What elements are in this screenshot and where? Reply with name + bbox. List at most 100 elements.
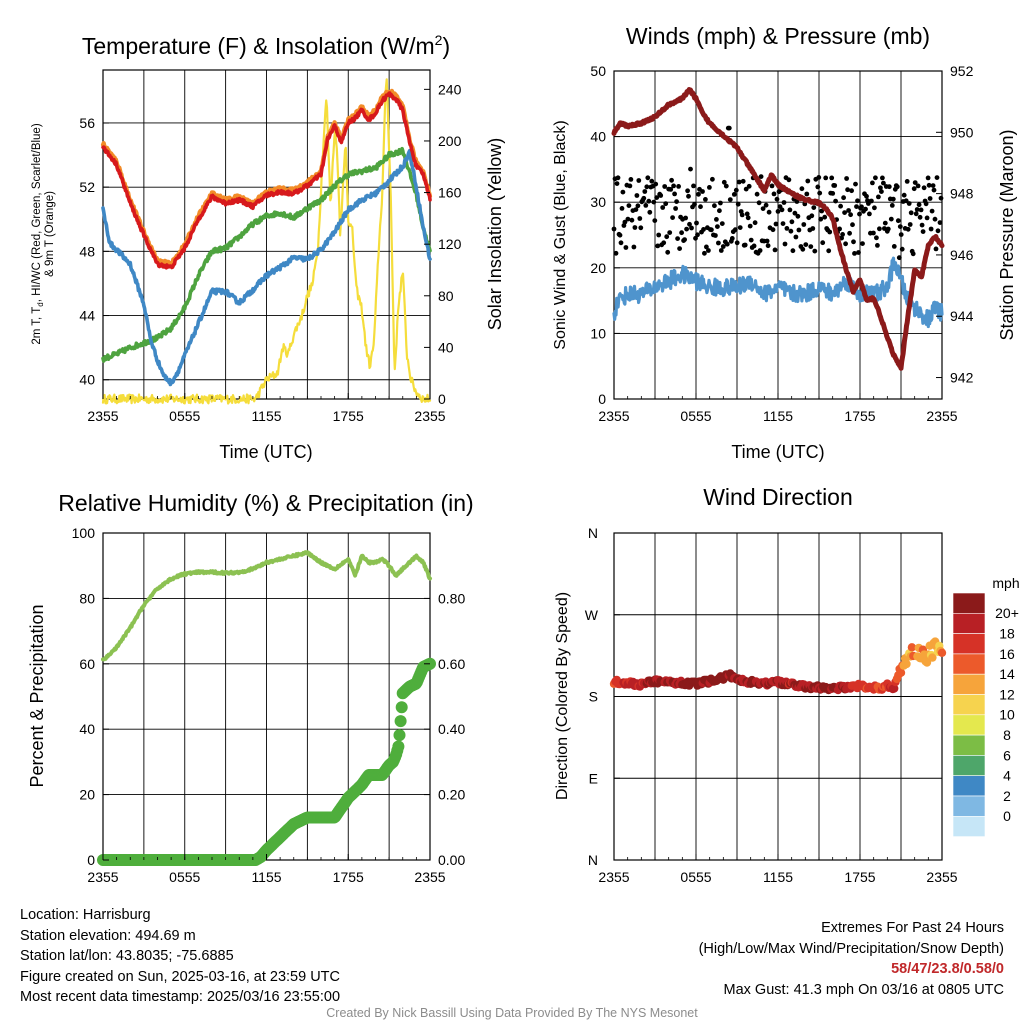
gust-point (876, 194, 881, 200)
gust-point (790, 248, 796, 254)
gust-point (769, 183, 775, 189)
x-tick-label: 2355 (87, 408, 118, 424)
gust-point (716, 240, 721, 246)
temperature-ylabel-right: Solar Insolation (Yellow) (485, 138, 505, 330)
gust-point (647, 209, 653, 215)
gust-point (841, 195, 846, 201)
gust-point (823, 175, 829, 181)
gust-point (661, 240, 667, 246)
gust-point (805, 178, 811, 184)
colorbar-label: 12 (999, 686, 1015, 702)
gust-point (617, 232, 623, 238)
gust-point (683, 215, 688, 221)
y-tick-label: 44 (79, 308, 95, 324)
gust-point (643, 203, 649, 208)
gust-point (890, 196, 896, 202)
winds-ylabel-left: Sonic Wind & Gust (Blue, Black) (552, 120, 569, 349)
gust-point (799, 186, 805, 192)
y-tick-label: 48 (79, 243, 95, 259)
gust-point (636, 178, 642, 183)
gust-point (673, 206, 678, 211)
winds-title: Winds (mph) & Pressure (mb) (626, 23, 930, 49)
gust-point (707, 185, 712, 190)
extremes-title: Extremes For Past 24 Hours (821, 920, 1004, 936)
series-line (101, 550, 432, 662)
colorbar-label: 10 (999, 707, 1015, 723)
gust-point (733, 187, 739, 193)
gust-point (917, 214, 923, 220)
colorbar-label: 4 (1003, 768, 1011, 784)
y-tick-label: 50 (590, 63, 606, 79)
gust-point (731, 192, 737, 197)
gust-point (850, 222, 855, 228)
gust-point (644, 184, 650, 190)
winds-series (611, 87, 945, 371)
gust-point (754, 191, 760, 197)
gust-point (715, 224, 720, 230)
gust-point (700, 189, 705, 194)
y2-tick-label: 40 (438, 339, 454, 355)
gust-point (793, 234, 799, 240)
y-tick-label: 0 (87, 852, 95, 868)
gust-point (820, 240, 826, 246)
humidity-axes: 2355 0555 1155 1755 23550204060801000.000.20… (72, 525, 466, 885)
gust-point (772, 247, 778, 253)
gust-point (911, 186, 917, 192)
gust-point (921, 185, 927, 191)
gust-point (913, 211, 919, 217)
direction-point (928, 653, 937, 662)
x-tick-label: 1755 (844, 408, 875, 424)
gust-point (935, 228, 941, 234)
gust-point (619, 206, 625, 211)
max-gust: Max Gust: 41.3 mph On 03/16 at 0805 UTC (723, 981, 1004, 998)
gust-point (906, 201, 912, 206)
gust-point (706, 248, 711, 253)
y-tick-label: N (588, 852, 598, 868)
gust-point (931, 187, 937, 193)
gust-point (671, 183, 676, 189)
gust-point (846, 208, 851, 213)
x-tick-label: 1155 (251, 869, 281, 885)
gust-point (919, 222, 925, 228)
y2-tick-label: 0 (438, 391, 446, 407)
temperature-ylabel-line1: 2m T, Td, HI/WC (Red, Green, Scarlet/Blu… (31, 123, 45, 344)
gust-point (662, 184, 668, 189)
gust-point (635, 203, 641, 209)
gust-point (701, 227, 706, 232)
colorbar-title: mph (992, 575, 1019, 591)
gust-point (786, 177, 792, 183)
station-info: Location: Harrisburg Station elevation: … (20, 905, 340, 1008)
gust-point (832, 183, 838, 188)
gust-point (752, 220, 758, 226)
gust-point (908, 210, 914, 216)
gust-point (714, 217, 719, 222)
gust-point (634, 193, 640, 198)
temperature-panel: Temperature (F) & Insolation (W/m2) 2355… (31, 32, 505, 462)
direction-series (609, 637, 947, 695)
gust-point (901, 192, 907, 198)
gust-point (665, 249, 671, 255)
gust-point (910, 251, 916, 257)
x-tick-label: 1155 (763, 408, 793, 424)
winds-xlabel: Time (UTC) (731, 442, 824, 462)
gust-point (867, 211, 872, 217)
colorbar-swatch (952, 694, 986, 716)
gust-point (878, 185, 883, 191)
gust-point (932, 216, 938, 222)
gust-point (851, 239, 856, 245)
gust-point (740, 178, 746, 184)
station-location: Location: Harrisburg (20, 907, 151, 923)
gust-point (670, 215, 675, 221)
gust-point (764, 238, 770, 244)
gust-point (787, 207, 793, 213)
gust-point (747, 223, 753, 229)
gust-point (886, 184, 892, 190)
gust-point (904, 179, 910, 184)
gust-point (676, 184, 681, 189)
gust-point (765, 243, 771, 249)
x-tick-label: 2355 (598, 869, 629, 885)
gust-point (682, 237, 687, 243)
gust-point (809, 213, 815, 219)
y-tick-label: N (588, 525, 598, 541)
gust-point (692, 201, 697, 207)
